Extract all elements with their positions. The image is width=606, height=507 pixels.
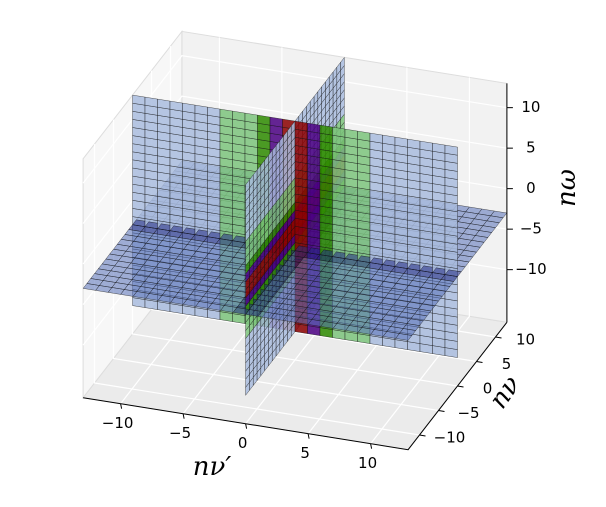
z-tick-label: −10 [515, 260, 547, 278]
surface-cell [144, 96, 158, 108]
surface-cell [357, 130, 371, 142]
surface-cell [369, 132, 383, 144]
surface-cell [432, 142, 446, 154]
x-tick [370, 443, 373, 449]
y-tick-label: 10 [516, 331, 535, 349]
surface-cell [444, 144, 458, 156]
z-tick-label: −5 [520, 220, 542, 238]
y-tick-label: 0 [483, 380, 493, 398]
y-tick-label: 5 [502, 355, 512, 373]
surface-cell [244, 112, 258, 124]
y-tick [457, 385, 464, 388]
z-tick-label: 0 [526, 179, 536, 197]
y-tick [476, 361, 483, 363]
surface-cell [132, 94, 146, 106]
y-tick-label: −10 [434, 429, 466, 447]
axis-line [83, 321, 508, 451]
surface-cell [232, 110, 246, 122]
surface-cell [182, 102, 196, 114]
y-tick [419, 434, 426, 437]
x-tick-label: −5 [169, 424, 191, 442]
surface-cell [419, 140, 433, 152]
grid-line [112, 119, 439, 412]
z-tick-label: 5 [526, 139, 536, 157]
surface-cell [332, 126, 346, 138]
surface-cell [382, 134, 396, 146]
x-tick-label: 10 [358, 454, 377, 472]
surface-cell [319, 124, 333, 136]
surface-cell [407, 138, 421, 150]
grid-line [370, 77, 470, 445]
grid-line [82, 55, 507, 184]
surface-cell [257, 114, 271, 126]
surface-cell [157, 98, 171, 110]
surface-cell [207, 106, 221, 118]
x-tick [307, 433, 310, 439]
z-tick-label: 10 [521, 98, 540, 116]
surface-cell [269, 116, 283, 128]
grid-line [93, 144, 420, 436]
x-tick [245, 423, 248, 429]
surfaces [82, 56, 508, 397]
y-axis-label: nν [484, 370, 527, 414]
surface-cell [307, 122, 321, 134]
grid-line [82, 95, 507, 224]
x-tick [182, 413, 185, 419]
surface-cell [394, 136, 408, 148]
surface-cell [395, 333, 413, 341]
y-tick-label: −5 [457, 404, 479, 422]
surface-cell [169, 100, 183, 112]
x-axis-label: nν′ [193, 452, 232, 482]
surface-cell [245, 179, 250, 194]
y-tick [495, 336, 502, 339]
x-tick-label: 0 [238, 434, 248, 452]
y-tick [438, 410, 445, 412]
surface-cell [194, 104, 208, 116]
x-tick [120, 403, 123, 409]
surface-cell [344, 128, 358, 140]
x-tick-label: 5 [300, 444, 310, 462]
surface-cell [294, 120, 308, 132]
z-axis-label: nω [552, 169, 582, 207]
x-tick-label: −10 [102, 414, 134, 432]
surface-cell [219, 108, 233, 120]
